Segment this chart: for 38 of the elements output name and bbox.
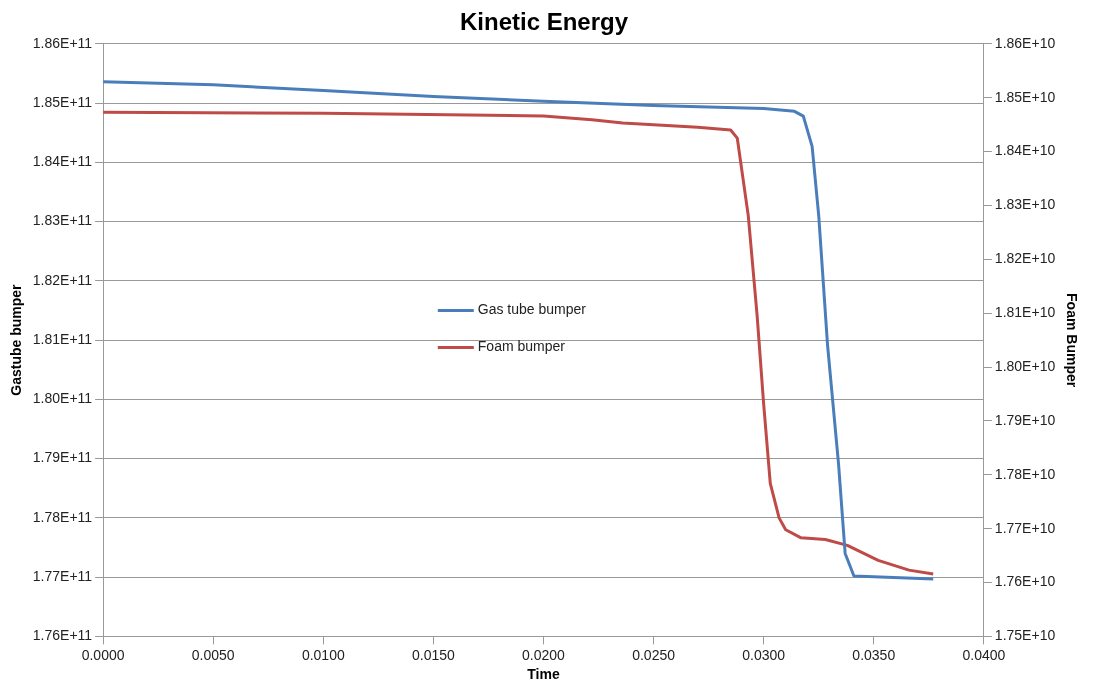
x-tick-label: 0.0000 <box>81 646 125 663</box>
y2-tick-label: 1.86E+10 <box>994 34 1056 51</box>
legend-label: Foam bumper <box>477 338 566 355</box>
y-tick-label: 1.80E+11 <box>32 390 93 407</box>
x-tick-label: 0.0050 <box>191 646 235 663</box>
y2-tick-label: 1.80E+10 <box>994 357 1056 374</box>
x-tick-label: 0.0100 <box>301 646 345 663</box>
y2-axis-title: Foam Bumper <box>1063 293 1080 388</box>
y-tick-label: 1.76E+11 <box>32 627 93 644</box>
y2-tick-label: 1.84E+10 <box>994 142 1056 159</box>
x-axis-title: Time <box>527 666 560 683</box>
x-tick-label: 0.0150 <box>411 646 455 663</box>
x-tick-label: 0.0300 <box>742 646 786 663</box>
x-tick-label: 0.0250 <box>632 646 676 663</box>
y-tick-label: 1.81E+11 <box>32 330 93 347</box>
y-axis-title: Gastube bumper <box>8 283 25 396</box>
y2-tick-label: 1.75E+10 <box>994 627 1056 644</box>
y2-tick-label: 1.82E+10 <box>994 250 1056 267</box>
y2-tick-label: 1.77E+10 <box>994 519 1056 536</box>
y-tick-label: 1.86E+11 <box>32 34 93 51</box>
y-tick-label: 1.84E+11 <box>32 153 93 170</box>
y-tick-label: 1.79E+11 <box>32 449 93 466</box>
y-tick-label: 1.78E+11 <box>32 508 93 525</box>
y2-tick-label: 1.76E+10 <box>994 573 1056 590</box>
y2-tick-label: 1.79E+10 <box>994 411 1056 428</box>
y-tick-label: 1.83E+11 <box>32 212 93 229</box>
y-tick-label: 1.77E+11 <box>32 568 93 584</box>
y-tick-label: 1.85E+11 <box>32 93 93 110</box>
y-tick-label: 1.82E+11 <box>32 271 93 288</box>
x-tick-label: 0.0350 <box>852 646 896 663</box>
chart-title: Kinetic Energy <box>459 8 629 36</box>
x-tick-label: 0.0200 <box>522 646 566 663</box>
y2-tick-label: 1.85E+10 <box>994 88 1056 105</box>
y2-tick-label: 1.78E+10 <box>994 465 1056 482</box>
x-tick-label: 0.0400 <box>962 646 1006 663</box>
y2-tick-label: 1.81E+10 <box>994 304 1056 321</box>
legend-label: Gas tube bumper <box>477 301 587 318</box>
y2-tick-label: 1.83E+10 <box>994 196 1056 213</box>
